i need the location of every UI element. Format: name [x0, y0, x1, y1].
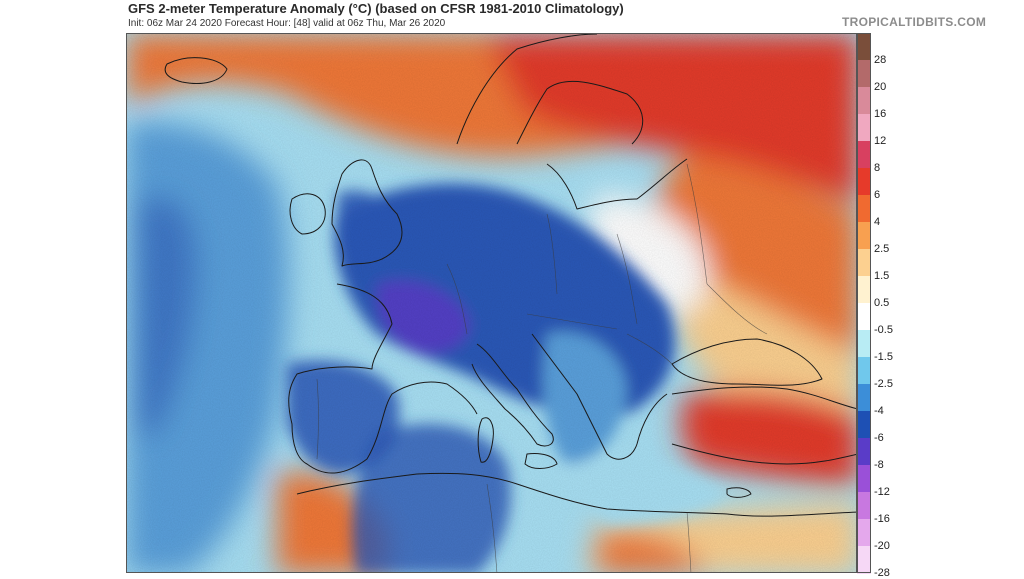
colorbar-label: -20 [874, 540, 890, 552]
colorbar-label: -8 [874, 459, 884, 471]
border-de-pl [546, 213, 558, 295]
border-fr-de [446, 263, 468, 335]
colorbar-swatch [857, 195, 871, 223]
coast-balkans [531, 333, 668, 460]
colorbar-swatch [857, 33, 871, 61]
colorbar-swatch [857, 60, 871, 88]
colorbar-swatch [857, 438, 871, 466]
colorbar-label: 20 [874, 81, 887, 93]
colorbar-swatch [857, 87, 871, 115]
coast-corsica-sardinia [477, 417, 494, 463]
border-at-hu [526, 313, 618, 330]
colorbar-label: -6 [874, 432, 884, 444]
border-ro [626, 333, 673, 365]
colorbar-label: -12 [874, 486, 890, 498]
chart-header: GFS 2-meter Temperature Anomaly (°C) (ba… [128, 0, 986, 34]
colorbar-swatch [857, 168, 871, 196]
colorbar-label: 16 [874, 108, 887, 120]
colorbar-label: 1.5 [874, 270, 890, 282]
coast-north-africa [296, 472, 856, 517]
colorbar-swatch [857, 114, 871, 142]
colorbar-swatch [857, 276, 871, 304]
coast-continent-west [288, 283, 478, 474]
colorbar-label: 6 [874, 189, 881, 201]
coast-uk [331, 159, 403, 267]
temperature-anomaly-map [126, 33, 857, 573]
colorbar-label: 4 [874, 216, 881, 228]
colorbar-label: 28 [874, 54, 887, 66]
coast-sicily [524, 453, 558, 469]
colorbar-label: -0.5 [874, 324, 893, 336]
colorbar-swatch [857, 141, 871, 169]
colorbar-label: 2.5 [874, 243, 890, 255]
colorbar-swatch [857, 303, 871, 331]
coast-ireland [289, 193, 326, 235]
colorbar-label: 8 [874, 162, 881, 174]
field-texture [127, 34, 856, 572]
colorbar-frame [857, 33, 871, 573]
colorbar-swatch [857, 222, 871, 250]
colorbar-swatch [857, 519, 871, 547]
colorbar-label: -28 [874, 567, 890, 579]
colorbar-label: 0.5 [874, 297, 890, 309]
coast-iceland [164, 57, 228, 84]
colorbar-swatch [857, 249, 871, 277]
colorbar-swatch [857, 546, 871, 574]
colorbar-label: -4 [874, 405, 884, 417]
border-pl-ua [616, 233, 638, 325]
coast-italy [471, 343, 554, 447]
colorbar-swatch [857, 357, 871, 385]
colorbar-label: -1.5 [874, 351, 893, 363]
border-es-pt [316, 378, 319, 460]
colorbar-label: 12 [874, 135, 887, 147]
chart-subtitle: Init: 06z Mar 24 2020 Forecast Hour: [48… [128, 18, 446, 29]
coast-scandinavia [456, 34, 644, 145]
coast-cyprus [726, 487, 752, 498]
coastlines [164, 34, 856, 517]
coast-turkey [671, 386, 856, 465]
colorbar-swatch [857, 465, 871, 493]
border-algeria-libya [486, 483, 498, 572]
border-ru [686, 163, 708, 285]
coast-baltic [546, 158, 688, 210]
brand-watermark: TROPICALTIDBITS.COM [842, 15, 987, 29]
colorbar-swatch [857, 492, 871, 520]
map-canvas [127, 34, 856, 572]
colorbar-swatch [857, 384, 871, 412]
border-libya-egypt [686, 511, 692, 572]
border-ua-ru [706, 283, 768, 335]
colorbar-label: -2.5 [874, 378, 893, 390]
coast-black-sea [671, 338, 823, 386]
chart-title: GFS 2-meter Temperature Anomaly (°C) (ba… [128, 1, 624, 16]
colorbar-swatch [857, 330, 871, 358]
colorbar-label: -16 [874, 513, 890, 525]
country-borders [316, 163, 768, 572]
colorbar-legend: 28 20 16 12 8 6 4 2.5 1.5 0.5 -0.5 -1.5 -2.5 -4 -6 -8 -1… [857, 33, 899, 579]
colorbar-swatch [857, 411, 871, 439]
